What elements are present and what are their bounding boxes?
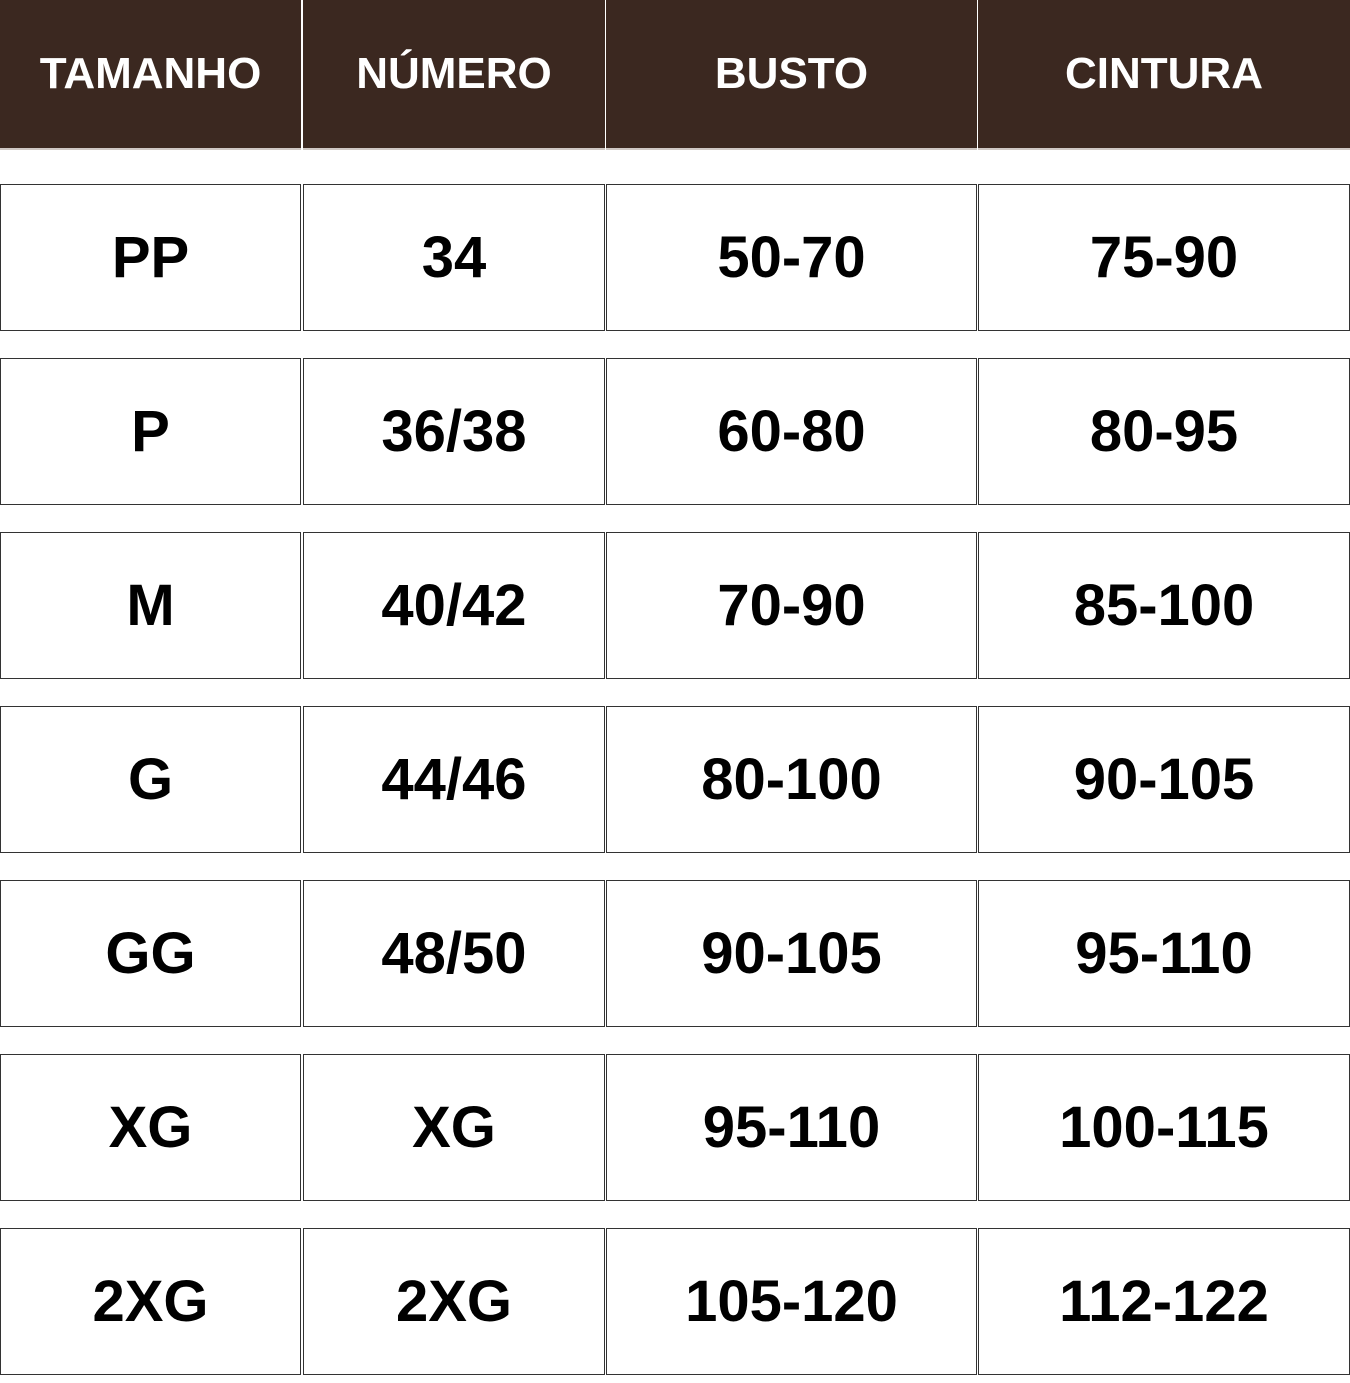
cell-bust: 105-120 [606,1228,977,1375]
cell-bust: 70-90 [606,532,977,679]
cell-waist: 90-105 [978,706,1350,853]
cell-number: 36/38 [303,358,605,505]
cell-number: 2XG [303,1228,605,1375]
cell-size: GG [0,880,301,1027]
cell-size: P [0,358,301,505]
cell-number: 44/46 [303,706,605,853]
cell-number: 48/50 [303,880,605,1027]
cell-waist: 80-95 [978,358,1350,505]
cell-waist: 85-100 [978,532,1350,679]
header-number: NÚMERO [303,0,605,150]
cell-size: XG [0,1054,301,1201]
cell-size: G [0,706,301,853]
header-waist: CINTURA [978,0,1350,150]
cell-size: M [0,532,301,679]
cell-number: 34 [303,184,605,331]
cell-waist: 100-115 [978,1054,1350,1201]
cell-bust: 60-80 [606,358,977,505]
cell-size: PP [0,184,301,331]
cell-bust: 80-100 [606,706,977,853]
cell-bust: 90-105 [606,880,977,1027]
cell-size: 2XG [0,1228,301,1375]
cell-waist: 95-110 [978,880,1350,1027]
cell-waist: 75-90 [978,184,1350,331]
cell-bust: 95-110 [606,1054,977,1201]
cell-number: XG [303,1054,605,1201]
cell-waist: 112-122 [978,1228,1350,1375]
cell-number: 40/42 [303,532,605,679]
cell-bust: 50-70 [606,184,977,331]
header-bust: BUSTO [606,0,977,150]
header-size: TAMANHO [0,0,301,150]
